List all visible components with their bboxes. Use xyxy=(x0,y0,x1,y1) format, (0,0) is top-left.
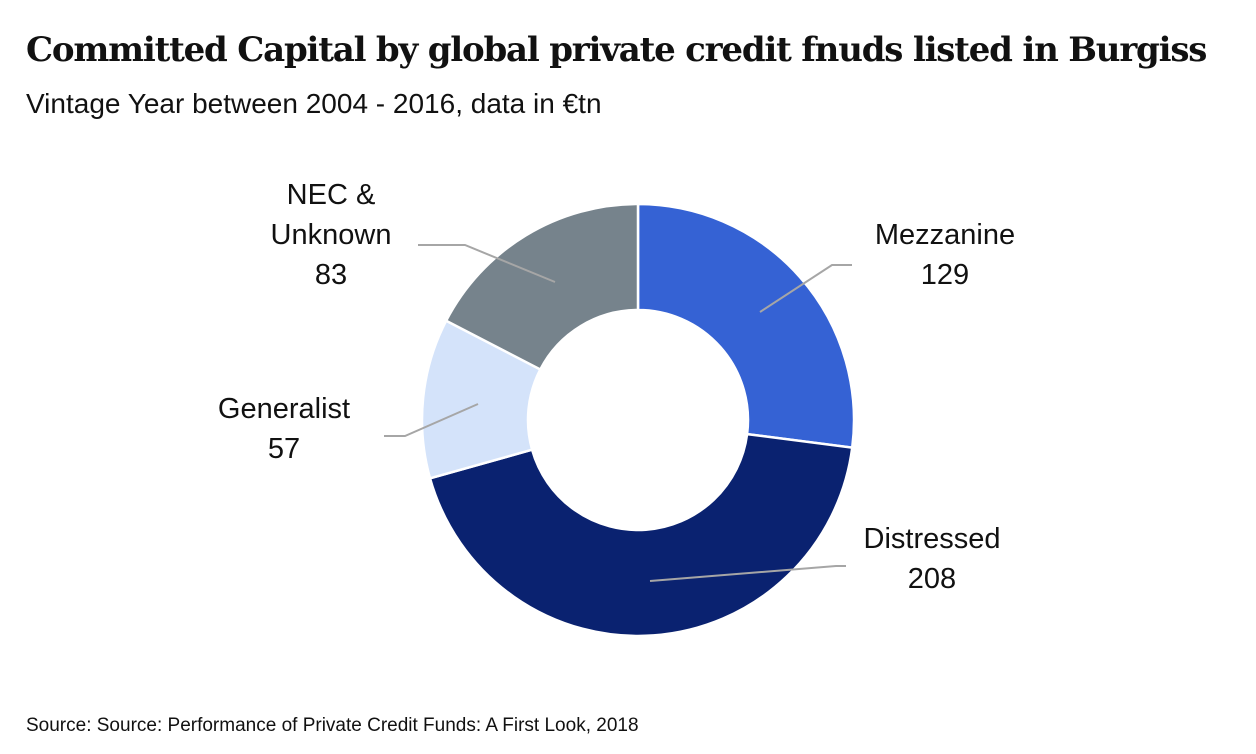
slice-value: 129 xyxy=(921,259,969,291)
data-label-distressed: Distressed 208 xyxy=(864,523,1001,595)
slice-mezzanine xyxy=(636,202,856,450)
slice-value: 83 xyxy=(315,259,347,291)
slice-label: Unknown xyxy=(271,219,392,251)
chart-title: Committed Capital by global private cred… xyxy=(26,30,1207,70)
data-label-nec-unknown: NEC & Unknown 83 xyxy=(271,179,392,291)
slice-nec-unknown xyxy=(444,202,640,372)
slice-value: 57 xyxy=(268,433,300,465)
chart-subtitle: Vintage Year between 2004 - 2016, data i… xyxy=(26,88,602,119)
leader-line-mezzanine xyxy=(759,264,852,313)
slice-distressed xyxy=(428,432,854,638)
slice-label: Generalist xyxy=(218,393,350,425)
slice-label: Distressed xyxy=(864,523,1001,555)
slice-label: NEC & xyxy=(287,179,376,211)
data-label-mezzanine: Mezzanine 129 xyxy=(875,219,1015,291)
leader-line-distressed xyxy=(649,565,846,582)
data-label-generalist: Generalist 57 xyxy=(218,393,350,465)
source-note: Source: Source: Performance of Private C… xyxy=(26,715,639,736)
slice-label: Mezzanine xyxy=(875,219,1015,251)
slice-value: 208 xyxy=(908,563,956,595)
leader-line-nec-unknown xyxy=(418,244,556,283)
leader-line-generalist xyxy=(384,403,479,437)
